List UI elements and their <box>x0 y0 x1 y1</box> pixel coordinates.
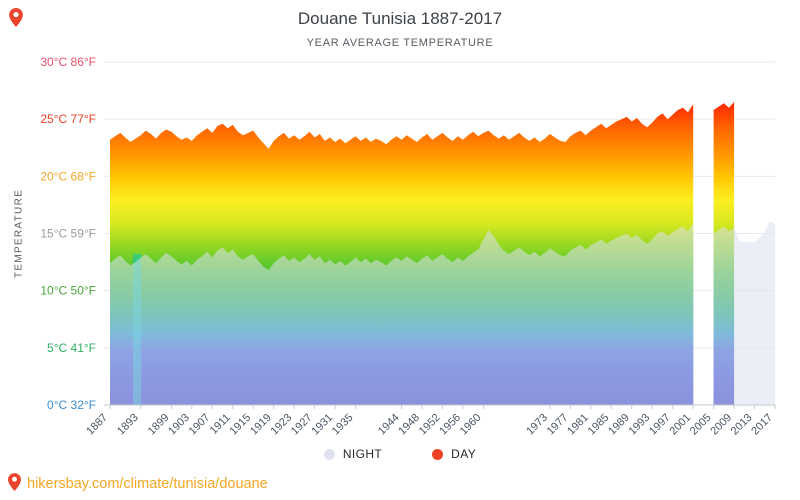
y-tick-label: 5°C 41°F <box>47 341 96 355</box>
x-tick-label: 1935 <box>330 412 356 438</box>
night-label: NIGHT <box>342 447 383 461</box>
x-tick-label: 1993 <box>627 412 653 438</box>
x-tick-label: 2005 <box>688 412 714 438</box>
legend: NIGHT DAY <box>0 447 800 461</box>
y-tick-label: 15°C 59°F <box>40 227 96 241</box>
x-tick-label: 1903 <box>166 412 192 438</box>
x-tick-label: 1919 <box>248 412 274 438</box>
y-axis-title: TEMPERATURE <box>13 188 25 279</box>
night-area <box>110 223 694 405</box>
x-tick-label: 2013 <box>729 412 755 438</box>
x-tick-label: 1915 <box>228 412 254 438</box>
x-tick-label: 1952 <box>417 412 443 438</box>
y-tick-label: 10°C 50°F <box>40 284 96 298</box>
x-tick-label: 1981 <box>565 412 591 438</box>
day-label: DAY <box>451 447 477 461</box>
x-tick-label: 1893 <box>115 412 141 438</box>
x-tick-label: 1911 <box>208 412 233 437</box>
location-pin-icon <box>9 8 23 32</box>
x-tick-label: 1887 <box>84 412 110 438</box>
x-tick-label: 1948 <box>396 412 422 438</box>
footer-url[interactable]: hikersbay.com/climate/tunisia/douane <box>27 476 268 492</box>
x-tick-label: 1931 <box>309 412 335 438</box>
footer-pin-icon <box>8 473 21 495</box>
y-tick-label: 0°C 32°F <box>47 398 96 412</box>
x-tick-label: 1944 <box>376 412 402 438</box>
x-tick-label: 1973 <box>524 412 550 438</box>
legend-item-day[interactable]: DAY <box>432 447 476 461</box>
x-tick-label: 1923 <box>269 412 295 438</box>
y-tick-label: 20°C 68°F <box>40 169 96 183</box>
x-tick-label: 1899 <box>146 412 172 438</box>
day-dot <box>432 448 444 460</box>
x-tick-label: 1977 <box>545 412 571 438</box>
legend-item-night[interactable]: NIGHT <box>323 447 383 461</box>
x-tick-label: 1927 <box>289 412 315 438</box>
x-tick-label: 1956 <box>437 412 463 438</box>
x-tick-label: 2001 <box>668 412 694 438</box>
page-subtitle: YEAR AVERAGE TEMPERATURE <box>306 37 494 49</box>
page-title: Douane Tunisia 1887-2017 <box>297 9 503 28</box>
x-tick-label: 1907 <box>187 412 213 438</box>
x-tick-label: 1989 <box>606 412 632 438</box>
x-tick-label: 1960 <box>458 412 484 438</box>
y-tick-label: 30°C 86°F <box>40 55 96 69</box>
night-area <box>713 220 775 405</box>
night-dot <box>323 448 335 460</box>
x-tick-label: 1997 <box>647 412 673 438</box>
y-tick-label: 25°C 77°F <box>40 112 96 126</box>
x-tick-label: 2009 <box>708 412 734 438</box>
x-tick-label: 2017 <box>749 412 775 438</box>
footer: hikersbay.com/climate/tunisia/douane <box>8 473 268 495</box>
x-tick-label: 1985 <box>586 412 612 438</box>
